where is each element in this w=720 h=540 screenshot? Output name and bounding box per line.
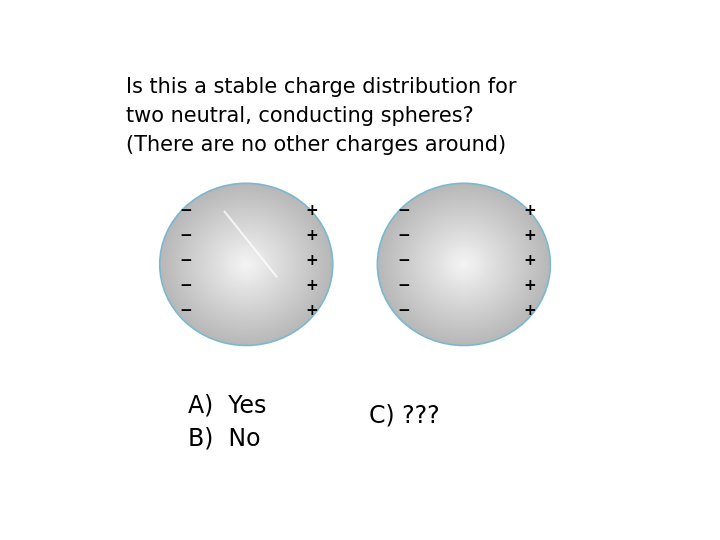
Ellipse shape <box>209 230 284 300</box>
Ellipse shape <box>177 199 315 329</box>
Text: −: − <box>397 278 410 293</box>
Ellipse shape <box>243 262 249 267</box>
Ellipse shape <box>452 254 475 275</box>
Ellipse shape <box>189 211 304 319</box>
Ellipse shape <box>194 216 298 313</box>
Ellipse shape <box>203 224 289 305</box>
Text: +: + <box>305 228 318 243</box>
Ellipse shape <box>232 251 261 278</box>
Ellipse shape <box>217 238 275 292</box>
Text: A)  Yes: A) Yes <box>188 393 266 417</box>
Ellipse shape <box>406 211 521 319</box>
Ellipse shape <box>418 221 510 308</box>
Ellipse shape <box>200 221 292 308</box>
Text: +: + <box>523 253 536 268</box>
Ellipse shape <box>160 183 333 346</box>
Ellipse shape <box>186 207 307 321</box>
Text: +: + <box>523 302 536 318</box>
Ellipse shape <box>455 256 472 273</box>
Ellipse shape <box>212 232 281 297</box>
Text: −: − <box>179 203 192 218</box>
Ellipse shape <box>240 259 252 270</box>
Ellipse shape <box>226 246 266 284</box>
Ellipse shape <box>223 243 269 286</box>
Ellipse shape <box>380 186 547 343</box>
Ellipse shape <box>235 254 258 275</box>
Text: +: + <box>305 302 318 318</box>
Ellipse shape <box>400 205 527 324</box>
Ellipse shape <box>415 219 513 310</box>
Text: −: − <box>179 278 192 293</box>
Ellipse shape <box>383 188 544 340</box>
Text: +: + <box>523 228 536 243</box>
Text: +: + <box>523 203 536 218</box>
Ellipse shape <box>197 219 295 310</box>
Ellipse shape <box>458 259 469 270</box>
Text: −: − <box>179 228 192 243</box>
Ellipse shape <box>441 243 487 286</box>
Ellipse shape <box>403 207 524 321</box>
Ellipse shape <box>446 248 481 281</box>
Ellipse shape <box>412 216 516 313</box>
Text: two neutral, conducting spheres?: two neutral, conducting spheres? <box>126 106 474 126</box>
Ellipse shape <box>444 246 484 284</box>
Ellipse shape <box>377 183 550 346</box>
Text: −: − <box>397 302 410 318</box>
Text: −: − <box>397 203 410 218</box>
Ellipse shape <box>229 248 264 281</box>
Ellipse shape <box>174 197 318 332</box>
Text: Is this a stable charge distribution for: Is this a stable charge distribution for <box>126 77 517 97</box>
Ellipse shape <box>386 191 541 338</box>
Ellipse shape <box>192 213 301 316</box>
Ellipse shape <box>397 202 530 327</box>
Text: (There are no other charges around): (There are no other charges around) <box>126 136 506 156</box>
Ellipse shape <box>166 188 327 340</box>
Ellipse shape <box>395 199 533 329</box>
Ellipse shape <box>449 251 478 278</box>
Text: +: + <box>305 278 318 293</box>
Text: +: + <box>305 253 318 268</box>
Ellipse shape <box>423 227 504 302</box>
Text: B)  No: B) No <box>188 427 260 450</box>
Ellipse shape <box>168 191 324 338</box>
Ellipse shape <box>238 256 255 273</box>
Ellipse shape <box>183 205 310 324</box>
Ellipse shape <box>438 240 490 289</box>
Text: C) ???: C) ??? <box>369 404 440 428</box>
Ellipse shape <box>215 235 278 294</box>
Text: −: − <box>179 253 192 268</box>
Ellipse shape <box>432 235 495 294</box>
Text: −: − <box>397 253 410 268</box>
Text: −: − <box>179 302 192 318</box>
Ellipse shape <box>171 194 321 335</box>
Ellipse shape <box>435 238 492 292</box>
Ellipse shape <box>163 186 330 343</box>
Ellipse shape <box>180 202 312 327</box>
Ellipse shape <box>420 224 507 305</box>
Ellipse shape <box>206 227 287 302</box>
Text: +: + <box>305 203 318 218</box>
Ellipse shape <box>392 197 536 332</box>
Ellipse shape <box>461 262 467 267</box>
Ellipse shape <box>220 240 272 289</box>
Ellipse shape <box>409 213 518 316</box>
Ellipse shape <box>389 194 539 335</box>
Text: −: − <box>397 228 410 243</box>
Ellipse shape <box>426 230 501 300</box>
Text: +: + <box>523 278 536 293</box>
Ellipse shape <box>429 232 498 297</box>
